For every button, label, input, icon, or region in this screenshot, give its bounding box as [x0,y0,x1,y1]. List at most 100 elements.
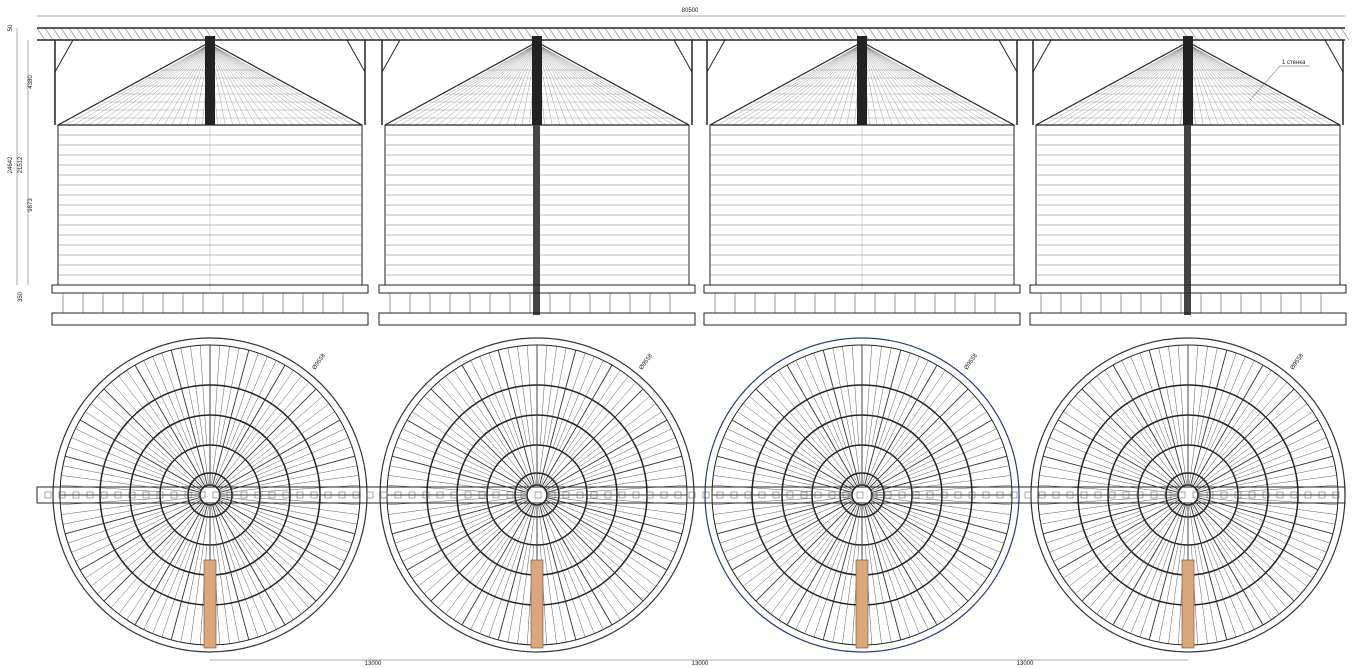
plan-rib [1075,395,1151,463]
plan-rib [584,510,680,544]
plan-rib [1148,504,1186,641]
callout-label: 1 стенка [1282,60,1306,66]
plan-rib [437,532,505,608]
plan-rib [863,504,882,644]
truss-web [1148,27,1158,41]
ladder [533,125,540,315]
truss-web [652,27,662,41]
plan-rib [584,446,680,480]
roof-rib [445,43,538,126]
roof-rib [1127,43,1189,126]
plan-rib [871,498,1001,553]
roof-rib [209,43,302,126]
conveyor-slot [772,491,780,499]
plan-rib [219,544,240,643]
plan-rib [1225,395,1301,463]
plan-rib [586,465,685,486]
conveyor-slot [548,491,556,499]
plan-rib [394,446,490,480]
plan-rib [1215,536,1272,620]
truss-web [180,27,190,41]
plan-rib [1096,375,1183,488]
plan-rib [1229,522,1313,579]
plan-rib [1112,364,1184,487]
roof-rib [1187,43,1333,126]
roof-rib [1073,43,1189,126]
truss-web [1188,27,1198,41]
plan-rib [1039,496,1179,515]
plan-rib [540,504,595,634]
plan-rib [871,496,1011,515]
plan-rib [1194,501,1295,602]
plan-rib [190,346,209,486]
plan-rib [470,539,516,630]
roof-rib [209,43,294,126]
truss-web [36,27,46,41]
plan-rib [564,370,621,454]
truss-web [772,27,782,41]
truss-web [724,27,734,41]
plan-rib [1191,356,1246,486]
roof-rib [725,43,863,126]
truss-web [388,27,398,41]
plan-rib [1190,349,1228,486]
conveyor-slot [58,491,66,499]
plan-rib [71,498,201,553]
truss-web [540,27,550,41]
conveyor-slot [674,491,682,499]
plan-rib [1193,375,1280,488]
conveyor-slot [380,491,388,499]
dimension-label: 21512 [18,156,24,173]
plan-rib [1121,360,1167,451]
roof-rib [1187,43,1257,126]
plan-rib [161,352,195,448]
truss-web [1292,27,1302,41]
plan-rib [1237,465,1336,486]
plan-rib [546,347,567,446]
conveyor-slot [1164,491,1172,499]
truss-web [1124,27,1134,41]
plan-rib [1096,502,1183,615]
plan-rib [437,382,505,458]
roof-rib [747,43,863,126]
truss-web [916,27,926,41]
plan-rib [586,504,685,525]
conveyor-slot [212,491,220,499]
brace [706,39,726,73]
plan-rib [899,395,975,463]
plan-rib [1191,345,1199,446]
plan-rib [231,360,277,451]
plan-rib [1237,504,1336,525]
plan-rib [544,403,657,490]
truss-web [700,27,710,41]
conveyor-slot [268,491,276,499]
roof-rib [80,43,211,126]
truss-web [876,27,886,41]
plan-rib [64,455,201,493]
truss-web [828,27,838,41]
plan-rib [832,544,853,643]
plan-rib [712,484,813,492]
truss-web [948,27,958,41]
plan-rib [1192,503,1264,626]
roof-rib [770,43,863,126]
plan-rib [1045,510,1141,544]
plan-rib [538,504,557,644]
roof-rib [476,43,538,126]
roof-rib [209,43,340,126]
roof-rib [1081,43,1189,126]
plan-rib [1158,544,1179,643]
plan-rib [911,498,1012,506]
conveyor-slot [1332,491,1340,499]
conveyor-slot [1038,491,1046,499]
plan-rib [71,437,201,492]
leader [1249,65,1281,101]
roof-rib [483,43,538,126]
plan-rib [391,497,528,535]
roof-rib [103,43,211,126]
truss-web [1308,27,1318,41]
plan-rib [488,352,522,448]
plan-rib [586,498,687,506]
plan-rib [544,500,657,587]
roof-rib [209,43,332,126]
